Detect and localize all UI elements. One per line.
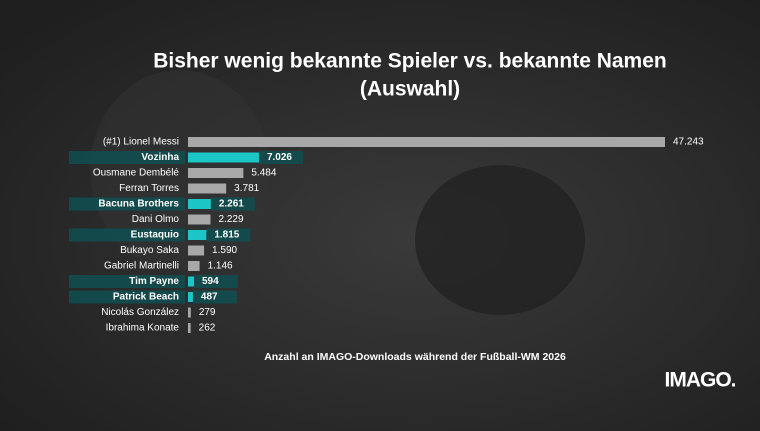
value-label: 47.243 [673, 137, 704, 148]
bar [188, 152, 259, 163]
note: Anzahl an IMAGO-Downloads während der Fu… [264, 351, 566, 363]
background-shape [415, 165, 585, 315]
category-label: Nicolás González [101, 307, 179, 318]
category-label: Gabriel Martinelli [104, 261, 179, 272]
value-label: 262 [199, 323, 216, 334]
logo: IMAGO. [665, 369, 736, 392]
highlight-band [69, 228, 185, 242]
value-label: 594 [202, 276, 219, 287]
value-label: 487 [201, 292, 218, 303]
background-shape [90, 70, 270, 270]
category-label: Vozinha [141, 152, 179, 163]
chart-title: (Auswahl) [360, 78, 460, 101]
value-label: 2.229 [219, 214, 244, 225]
category-label: Ibrahima Konate [106, 323, 180, 334]
bar [188, 276, 194, 287]
bar [188, 183, 227, 194]
value-label: 7.026 [267, 152, 292, 163]
highlight-band [69, 151, 185, 164]
chart-title: Bisher wenig bekannte Spieler vs. bekann… [153, 50, 667, 73]
highlight-band [258, 151, 303, 164]
bar [188, 292, 193, 302]
category-label: Eustaquio [131, 230, 179, 241]
category-label: Tim Payne [129, 276, 179, 287]
highlight-band [193, 275, 238, 288]
bar [188, 323, 191, 333]
highlight-band [192, 290, 237, 304]
bar [188, 214, 211, 225]
bar [188, 137, 665, 147]
bar [188, 199, 211, 209]
bar [188, 245, 205, 256]
category-label: Dani Olmo [132, 214, 180, 225]
bar [188, 168, 244, 178]
value-label: 3.781 [234, 183, 259, 194]
bar [188, 261, 200, 271]
highlight-band [69, 275, 185, 288]
highlight-band [206, 228, 251, 242]
highlight-band [210, 197, 255, 211]
value-label: 1.590 [212, 245, 237, 256]
highlight-band [69, 290, 185, 304]
value-label: 1.815 [214, 230, 239, 241]
value-label: 279 [199, 307, 216, 318]
bar [188, 307, 191, 318]
value-label: 5.484 [251, 168, 276, 179]
bar [188, 230, 207, 240]
value-label: 2.261 [219, 199, 244, 210]
category-label: Ferran Torres [119, 183, 179, 194]
highlight-band [69, 197, 185, 211]
category-label: Bukayo Saka [120, 245, 179, 256]
category-label: Ousmane Dembélé [93, 168, 180, 179]
value-label: 1.146 [208, 261, 233, 272]
category-label: (#1) Lionel Messi [103, 137, 179, 148]
category-label: Bacuna Brothers [98, 199, 179, 210]
category-label: Patrick Beach [113, 292, 179, 303]
